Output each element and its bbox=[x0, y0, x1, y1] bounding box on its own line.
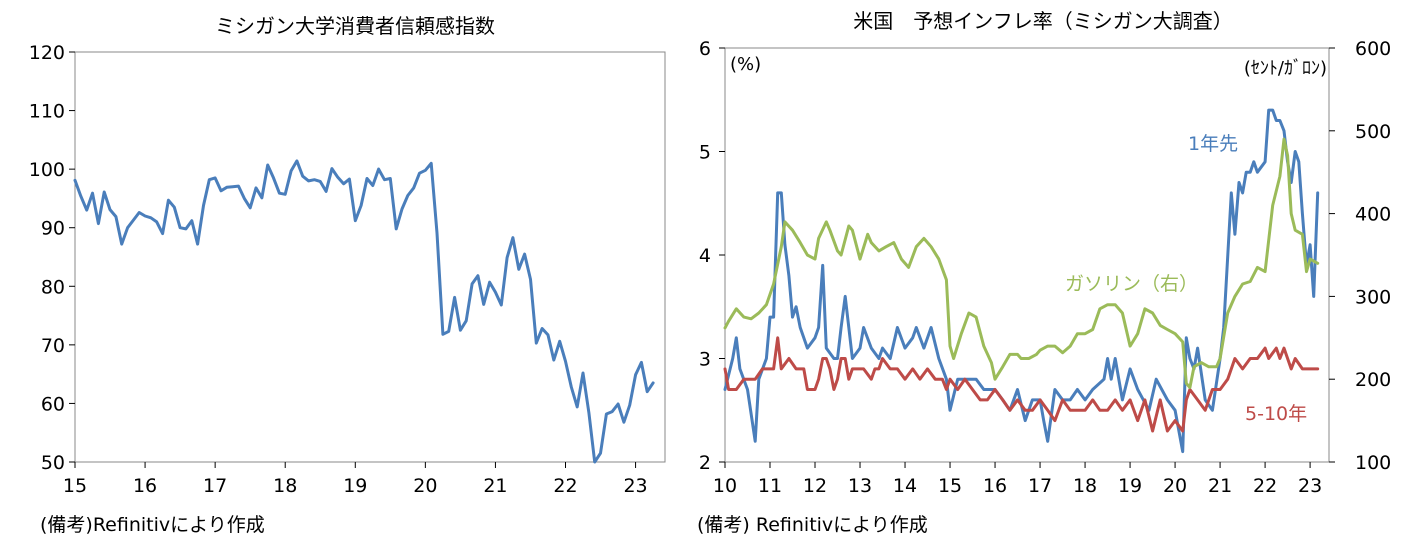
right-left-y-axis: 2 3 4 5 6 bbox=[699, 38, 725, 474]
left-x-tick-label: 20 bbox=[413, 475, 437, 497]
right-y-tick-label: 3 bbox=[699, 349, 711, 371]
right-x-tick-label: 12 bbox=[803, 475, 827, 497]
right-x-tick-label: 13 bbox=[848, 475, 872, 497]
right-chart: 米国 予想インフレ率（ミシガン大調査） (%) (ｾﾝﾄ/ｶﾞﾛﾝ) 23456… bbox=[697, 9, 1391, 536]
right-x-tick-label: 17 bbox=[1028, 475, 1052, 497]
right-x-axis: 10 11 12 13 14 15 16 17 18 19 20 21 22 23 bbox=[713, 462, 1322, 497]
right-y-tick-label: 6 bbox=[699, 38, 711, 60]
right-axis-unit: (ｾﾝﾄ/ｶﾞﾛﾝ) bbox=[1244, 58, 1327, 79]
right-x-tick-label: 10 bbox=[713, 475, 737, 497]
right-series-line-2 bbox=[723, 137, 1320, 389]
left-x-tick-label: 18 bbox=[273, 475, 297, 497]
right-series-group bbox=[723, 108, 1320, 454]
right-series-line-1 bbox=[723, 336, 1320, 433]
left-x-tick-label: 16 bbox=[133, 475, 157, 497]
right-y2-tick-label: 400 bbox=[1355, 204, 1391, 226]
label-1yr: 1年先 bbox=[1188, 133, 1238, 155]
left-y-tick-label: 110 bbox=[29, 101, 65, 123]
left-x-tick-label: 19 bbox=[343, 475, 367, 497]
left-chart-title: ミシガン大学消費者信頼感指数 bbox=[215, 14, 495, 38]
left-x-axis: 15 16 17 18 19 20 21 22 23 bbox=[63, 462, 648, 497]
right-x-tick-label: 11 bbox=[758, 475, 782, 497]
left-y-tick-label: 80 bbox=[41, 276, 65, 298]
right-y2-tick-label: 500 bbox=[1355, 121, 1391, 143]
left-y-axis: 50 60 70 80 90 100 110 120 bbox=[29, 42, 75, 474]
left-series-group bbox=[73, 159, 655, 464]
right-x-tick-label: 18 bbox=[1073, 475, 1097, 497]
left-y-tick-label: 120 bbox=[29, 42, 65, 64]
left-x-tick-label: 22 bbox=[553, 475, 577, 497]
right-y-tick-label: 4 bbox=[699, 245, 711, 267]
right-y2-tick-label: 200 bbox=[1355, 369, 1391, 391]
right-x-tick-label: 16 bbox=[983, 475, 1007, 497]
right-chart-note: (備考) Refinitivにより作成 bbox=[697, 514, 928, 536]
right-x-tick-label: 22 bbox=[1253, 475, 1277, 497]
label-gasoline: ガソリン（右） bbox=[1065, 273, 1198, 295]
right-x-tick-label: 15 bbox=[938, 475, 962, 497]
right-right-y-axis: 100 200 300 400 500 600 bbox=[1329, 38, 1391, 474]
left-x-tick-label: 17 bbox=[203, 475, 227, 497]
left-x-tick-label: 21 bbox=[483, 475, 507, 497]
left-series-line bbox=[73, 159, 655, 464]
right-y-tick-label: 5 bbox=[699, 142, 711, 164]
left-y-tick-label: 50 bbox=[41, 452, 65, 474]
left-y-tick-label: 70 bbox=[41, 335, 65, 357]
right-x-tick-label: 19 bbox=[1118, 475, 1142, 497]
right-x-tick-label: 23 bbox=[1298, 475, 1322, 497]
right-y2-tick-label: 100 bbox=[1355, 452, 1391, 474]
label-5-10yr: 5-10年 bbox=[1245, 403, 1307, 425]
right-y2-tick-label: 300 bbox=[1355, 286, 1391, 308]
right-chart-title: 米国 予想インフレ率（ミシガン大調査） bbox=[853, 9, 1232, 33]
left-y-tick-label: 100 bbox=[29, 159, 65, 181]
right-y-tick-label: 2 bbox=[699, 452, 711, 474]
right-x-tick-label: 14 bbox=[893, 475, 917, 497]
left-y-tick-label: 90 bbox=[41, 218, 65, 240]
right-x-tick-label: 20 bbox=[1163, 475, 1187, 497]
left-y-tick-label: 60 bbox=[41, 393, 65, 415]
right-y2-tick-label: 600 bbox=[1355, 38, 1391, 60]
left-chart-note: (備考)Refinitivにより作成 bbox=[40, 514, 265, 536]
left-plot-frame bbox=[74, 51, 666, 463]
left-x-tick-label: 23 bbox=[623, 475, 647, 497]
left-x-tick-label: 15 bbox=[63, 475, 87, 497]
right-x-tick-label: 21 bbox=[1208, 475, 1232, 497]
right-series-line-0 bbox=[723, 108, 1320, 454]
left-axis-unit: (%) bbox=[730, 54, 761, 75]
